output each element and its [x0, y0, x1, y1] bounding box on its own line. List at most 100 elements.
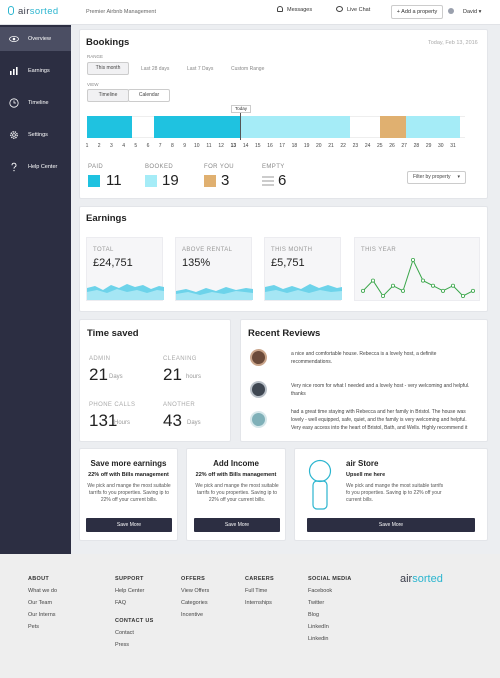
day-tick: 18: [291, 143, 298, 149]
avatar[interactable]: [448, 8, 454, 14]
earnings-above-rental-label: ABOVE RENTAL: [182, 247, 233, 253]
day-tick: 25: [377, 143, 383, 149]
footer-link[interactable]: Categories: [181, 600, 208, 606]
sidebar-item-settings[interactable]: Settings: [0, 123, 71, 147]
footer-logo-suffix: sorted: [412, 573, 443, 585]
footer-link[interactable]: LinkedIn: [308, 624, 329, 630]
promo-subtitle: 22% off with Bills management: [88, 472, 169, 478]
data-point: [391, 283, 396, 288]
messages-link[interactable]: Messages: [277, 6, 312, 13]
cleaning-value: 21: [163, 365, 182, 384]
footer-link[interactable]: Press: [115, 642, 130, 648]
save-more-button[interactable]: Save More: [86, 518, 172, 532]
footer-logo[interactable]: airsorted: [400, 573, 443, 585]
live-chat-link[interactable]: Live Chat: [336, 6, 370, 13]
footer-heading-offers: OFFERS: [181, 576, 206, 582]
view-timeline[interactable]: Timeline: [87, 89, 129, 102]
clock-icon: [9, 98, 19, 108]
range-label: RANGE: [87, 54, 104, 59]
footer-link[interactable]: Contact: [115, 630, 134, 636]
above-rental-sparkline: [176, 287, 253, 300]
footer-link[interactable]: Twitter: [308, 600, 325, 606]
stat-foryou-swatch: [204, 175, 216, 187]
range-custom[interactable]: Custom Range: [231, 66, 265, 72]
footer-heading-contact: CONTACT US: [115, 618, 154, 624]
booking-bar-booked[interactable]: [406, 116, 460, 138]
stat-paid-swatch: [88, 175, 100, 187]
footer-link[interactable]: Facebook: [308, 588, 333, 594]
footer-link[interactable]: Blog: [308, 612, 320, 618]
logo[interactable]: airsorted: [8, 6, 59, 17]
footer-link[interactable]: Help Center: [115, 588, 145, 594]
chevron-down-icon: ▾: [457, 174, 460, 180]
footer-link[interactable]: Internships: [245, 600, 272, 606]
filter-by-property-select[interactable]: Filter by property ▾: [407, 171, 466, 184]
promo-card-add-income: Add Income 22% off with Bills management…: [186, 448, 286, 541]
day-tick: 28: [413, 143, 420, 149]
earnings-total-label: TOTAL: [93, 247, 114, 253]
range-this-month[interactable]: This month: [87, 62, 129, 75]
day-tick: 22: [340, 143, 346, 149]
sidebar-item-overview[interactable]: Overview: [0, 27, 71, 51]
earnings-title: Earnings: [86, 213, 127, 224]
range-7-days[interactable]: Last 7 Days: [187, 66, 214, 72]
day-tick: 26: [389, 143, 395, 149]
avatar[interactable]: [250, 411, 267, 428]
bookings-title: Bookings: [86, 37, 130, 48]
footer-link[interactable]: View Offers: [181, 588, 210, 594]
day-tick: 27: [401, 143, 407, 149]
day-tick: 7: [158, 143, 162, 149]
booking-bar-paid[interactable]: [87, 116, 132, 138]
sidebar-item-timeline[interactable]: Timeline: [0, 91, 71, 115]
stat-booked-value: 19: [162, 172, 179, 189]
booking-bar-for-you[interactable]: [380, 116, 406, 138]
another-label: ANOTHER: [163, 402, 196, 408]
day-tick: 17: [279, 143, 285, 149]
messages-label: Messages: [287, 7, 313, 13]
footer-link[interactable]: Pets: [28, 624, 40, 630]
avatar[interactable]: [250, 349, 267, 366]
promo-title: Add Income: [213, 459, 259, 468]
day-tick: 23: [352, 143, 359, 149]
data-point: [471, 288, 476, 293]
footer-link[interactable]: Full Time: [245, 588, 268, 594]
save-more-button[interactable]: Save More: [194, 518, 280, 532]
sidebar-item-label: Overview: [28, 36, 51, 42]
stat-booked-label: BOOKED: [145, 164, 174, 170]
view-calendar[interactable]: Calendar: [128, 89, 170, 102]
footer-link[interactable]: Our Interns: [28, 612, 56, 618]
add-property-button[interactable]: + Add a property: [391, 5, 443, 19]
eye-icon: [9, 36, 19, 42]
admin-value: 21: [89, 365, 108, 384]
earnings-this-month-box: THIS MONTH £5,751: [264, 237, 342, 301]
range-28-days[interactable]: Last 28 days: [141, 66, 170, 72]
save-more-button[interactable]: Save More: [307, 518, 475, 532]
footer-link[interactable]: What we do: [28, 588, 58, 594]
sidebar-item-earnings[interactable]: Earnings: [0, 59, 71, 83]
data-point: [361, 288, 366, 293]
user-menu[interactable]: David ▾: [463, 9, 482, 15]
question-icon: [11, 162, 17, 172]
user-name: David: [463, 9, 478, 15]
footer-heading-support: SUPPORT: [115, 576, 144, 582]
footer-link[interactable]: FAQ: [115, 600, 127, 606]
promo-text: We pick and mange the most suitable tarr…: [195, 483, 279, 503]
footer-link[interactable]: Our Team: [28, 600, 53, 606]
booking-bar-booked[interactable]: [240, 116, 350, 138]
booking-bar-paid[interactable]: [154, 116, 240, 138]
day-tick: 6: [146, 143, 150, 149]
stat-empty-label: EMPTY: [262, 164, 285, 170]
day-tick: 30: [438, 143, 444, 149]
sidebar-item-help[interactable]: Help Center: [0, 155, 71, 179]
data-point: [451, 283, 456, 288]
stat-paid-label: PAID: [88, 164, 104, 170]
day-tick: 15: [255, 143, 261, 149]
day-tick: 16: [267, 143, 273, 149]
footer: ABOUT What we do Our Team Our Interns Pe…: [0, 554, 500, 678]
avatar[interactable]: [250, 381, 267, 398]
day-tick: 11: [206, 143, 212, 149]
promo-card-save-earnings: Save more earnings 22% off with Bills ma…: [79, 448, 178, 541]
footer-link[interactable]: Incentive: [181, 612, 204, 618]
stat-foryou-value: 3: [221, 172, 230, 189]
footer-link[interactable]: Linkedin: [308, 636, 329, 642]
